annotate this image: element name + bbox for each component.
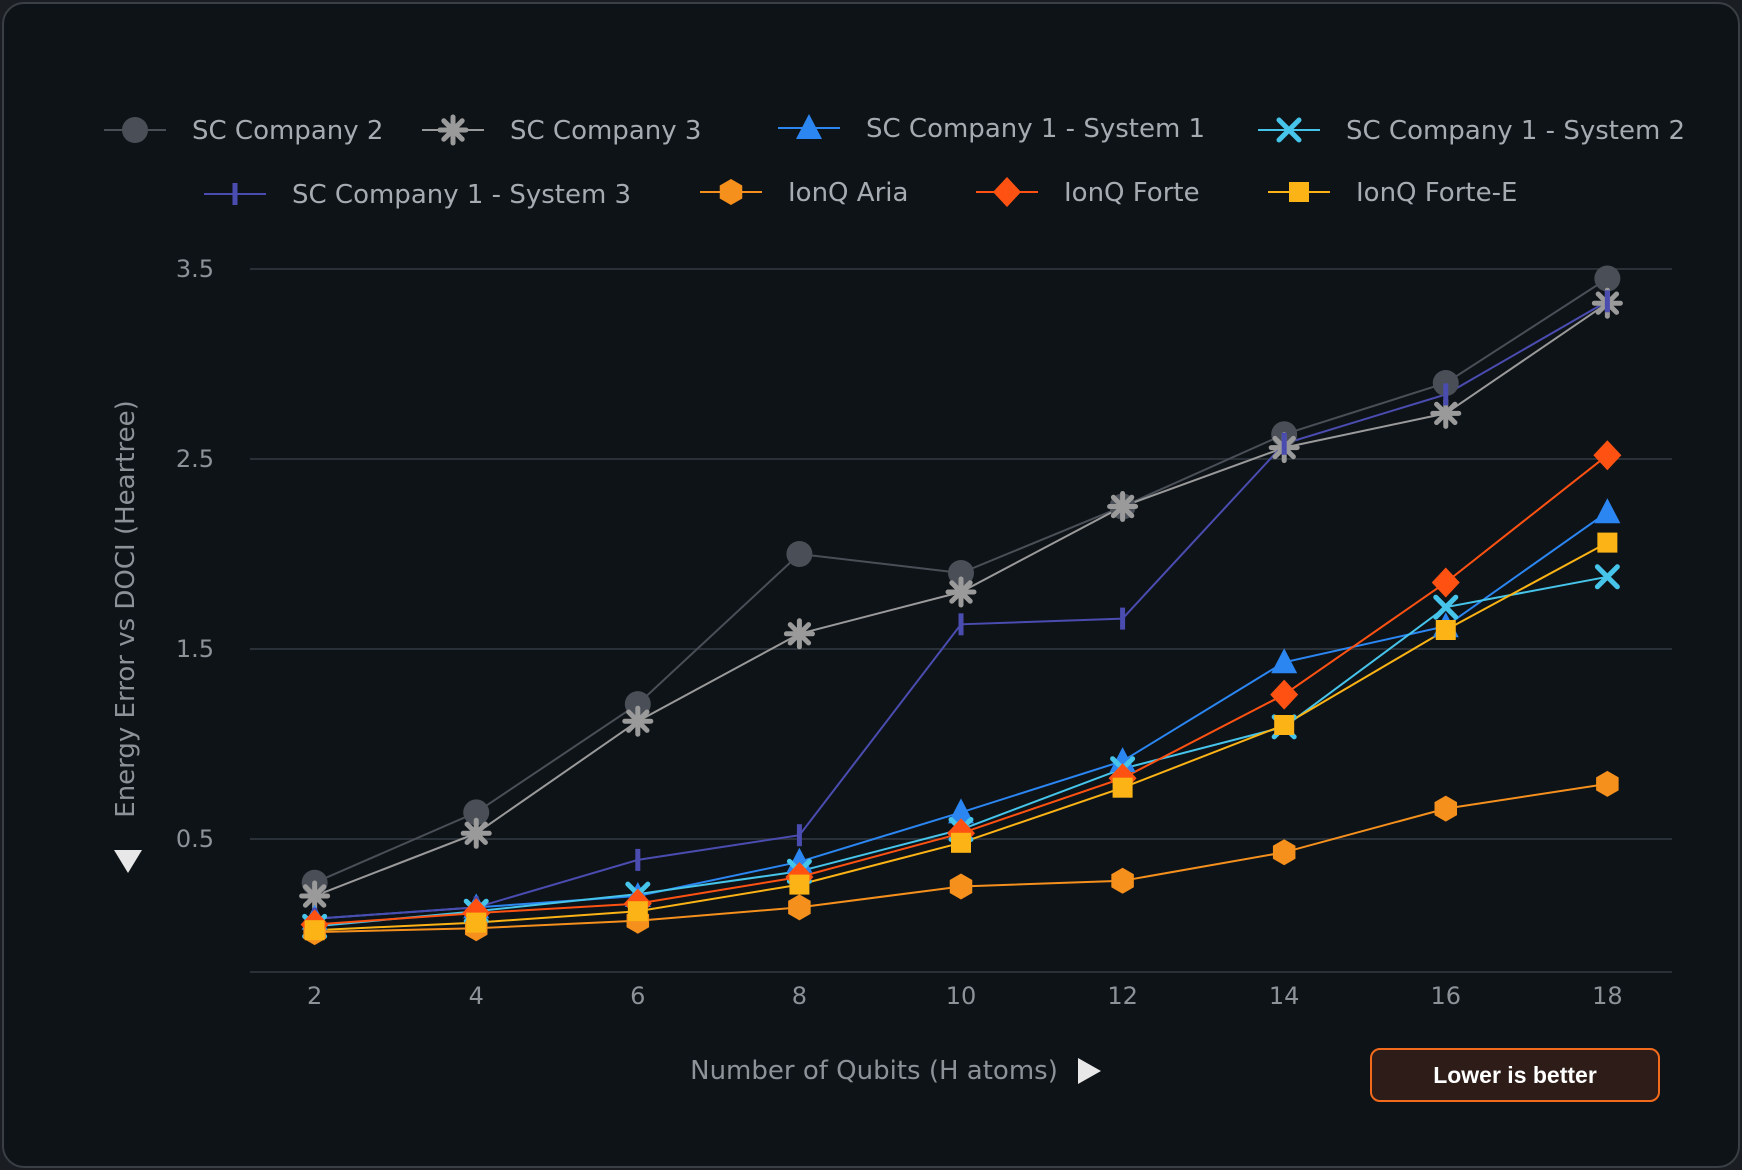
legend-item: IonQ Aria bbox=[700, 178, 908, 208]
data-point bbox=[788, 894, 811, 921]
x-tick-label: 6 bbox=[630, 982, 645, 1010]
data-point bbox=[1431, 567, 1460, 598]
x-tick-label: 2 bbox=[307, 982, 322, 1010]
data-point bbox=[1594, 498, 1621, 524]
data-point bbox=[299, 880, 331, 912]
data-point bbox=[1270, 679, 1299, 710]
legend-label: SC Company 1 - System 2 bbox=[1346, 116, 1685, 146]
data-point bbox=[463, 799, 490, 826]
series-markers bbox=[299, 265, 1623, 946]
y-tick-label: 1.5 bbox=[176, 635, 214, 663]
data-point bbox=[1434, 795, 1458, 822]
y-axis-ticks: 0.5 1.5 2.5 3.5 bbox=[176, 255, 214, 853]
data-point bbox=[1433, 594, 1459, 620]
data-point bbox=[627, 901, 648, 922]
x-axis-arrow-icon bbox=[1078, 1058, 1101, 1084]
lower-is-better-badge: Lower is better bbox=[1370, 1048, 1660, 1102]
data-point bbox=[1596, 770, 1619, 797]
legend-label: SC Company 2 bbox=[192, 116, 383, 146]
legend-item: SC Company 1 - System 3 bbox=[204, 180, 631, 210]
y-tick-label: 3.5 bbox=[176, 255, 214, 283]
data-point bbox=[1274, 715, 1295, 735]
legend-label: SC Company 3 bbox=[510, 116, 701, 146]
legend-label: IonQ Forte-E bbox=[1356, 178, 1517, 208]
data-point bbox=[1271, 648, 1298, 674]
legend-marker-icon bbox=[1276, 117, 1302, 143]
y-axis-title: Energy Error vs DOCI (Heartree) bbox=[111, 400, 141, 817]
data-point bbox=[1112, 777, 1133, 798]
legend: SC Company 2 SC Company 3 SC Company 1 - S… bbox=[104, 114, 1685, 210]
legend-marker-icon bbox=[719, 179, 743, 205]
legend-marker-icon bbox=[437, 114, 469, 146]
data-point bbox=[1272, 839, 1296, 866]
data-point bbox=[945, 576, 977, 608]
data-point bbox=[1597, 532, 1618, 553]
x-axis-title: Number of Qubits (H atoms) bbox=[690, 1056, 1058, 1086]
legend-label: SC Company 1 - System 1 bbox=[866, 114, 1205, 144]
series-line-7 bbox=[314, 454, 1608, 926]
legend-item: IonQ Forte bbox=[976, 177, 1200, 208]
legend-item: SC Company 1 - System 2 bbox=[1258, 116, 1685, 146]
line-chart: SC Company 2 SC Company 3 SC Company 1 - S… bbox=[104, 114, 1685, 1086]
data-point bbox=[1107, 491, 1139, 522]
y-tick-label: 0.5 bbox=[176, 825, 214, 853]
legend-label: IonQ Forte bbox=[1064, 178, 1200, 208]
data-point bbox=[783, 618, 815, 650]
data-point bbox=[789, 874, 810, 895]
data-point bbox=[1109, 747, 1136, 773]
legend-item: SC Company 3 bbox=[422, 114, 701, 146]
data-point bbox=[1111, 867, 1134, 894]
x-tick-label: 8 bbox=[792, 982, 807, 1010]
x-tick-label: 18 bbox=[1592, 982, 1623, 1010]
data-point bbox=[304, 920, 325, 941]
x-tick-label: 4 bbox=[469, 982, 484, 1010]
data-point bbox=[951, 832, 971, 853]
x-tick-label: 14 bbox=[1269, 982, 1300, 1010]
x-tick-label: 12 bbox=[1107, 982, 1138, 1010]
x-tick-label: 10 bbox=[946, 982, 977, 1010]
legend-item: SC Company 2 bbox=[104, 116, 383, 146]
data-point bbox=[948, 560, 974, 586]
x-axis-ticks: 2 4 6 8 10 12 14 16 18 bbox=[307, 982, 1623, 1010]
x-tick-label: 16 bbox=[1430, 982, 1461, 1010]
legend-marker-icon bbox=[993, 177, 1021, 207]
data-point bbox=[786, 541, 813, 567]
y-axis-arrow-icon bbox=[114, 850, 142, 873]
legend-label: SC Company 1 - System 3 bbox=[292, 180, 631, 210]
data-point bbox=[1594, 564, 1620, 590]
data-point bbox=[622, 705, 654, 737]
legend-item: IonQ Forte-E bbox=[1268, 178, 1517, 208]
legend-item: SC Company 1 - System 1 bbox=[778, 114, 1205, 144]
data-point bbox=[460, 817, 492, 849]
data-point bbox=[1432, 370, 1459, 396]
data-point bbox=[1594, 265, 1621, 292]
legend-label: IonQ Aria bbox=[788, 178, 908, 208]
legend-marker-icon bbox=[122, 117, 148, 143]
data-point bbox=[624, 691, 651, 718]
data-point bbox=[949, 873, 973, 900]
data-point bbox=[1593, 440, 1622, 471]
data-point bbox=[466, 912, 487, 933]
data-point bbox=[948, 798, 974, 824]
legend-marker-icon bbox=[1289, 182, 1309, 202]
y-tick-label: 2.5 bbox=[176, 445, 214, 473]
data-point bbox=[1435, 620, 1456, 640]
legend-marker-icon bbox=[796, 114, 822, 139]
